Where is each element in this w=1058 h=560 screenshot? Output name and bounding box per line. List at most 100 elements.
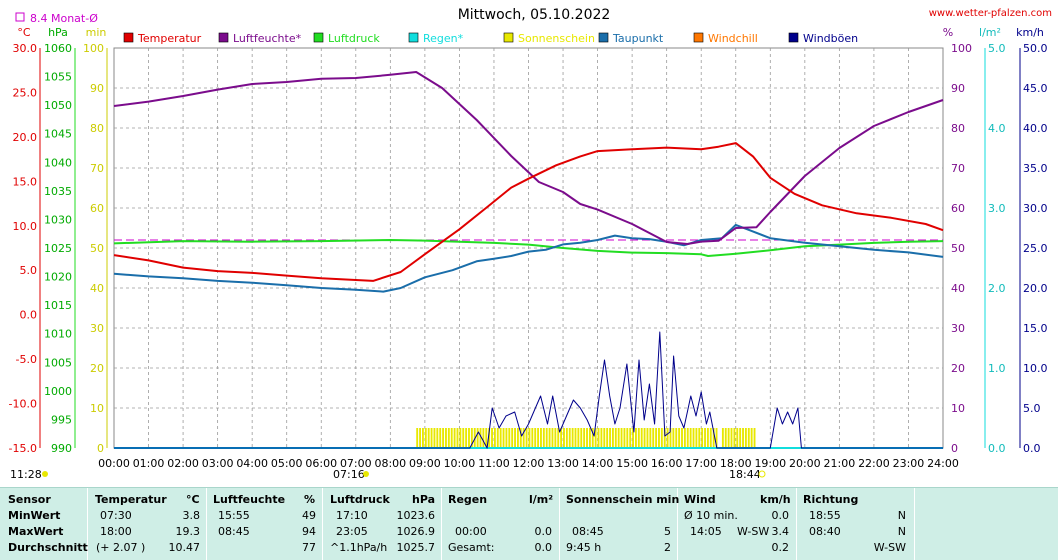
sunshine-bar (649, 428, 652, 448)
source-link[interactable]: www.wetter-pfalzen.com (929, 8, 1052, 19)
sunshine-bar (488, 428, 491, 448)
sunshine-bar (678, 428, 681, 448)
series-line-taupunkt (113, 223, 944, 293)
sunshine-bar (557, 428, 560, 448)
tick-wind: 5.0 (1023, 402, 1041, 415)
sunshine-bar (499, 428, 502, 448)
sunshine-bar (508, 428, 511, 448)
tick-minutes: 40 (90, 282, 104, 295)
tick-pressure: 1055 (44, 71, 72, 84)
sunshine-bar (421, 428, 424, 448)
tick-temp: -15.0 (9, 442, 37, 455)
sunshine-bar (753, 428, 756, 448)
tick-wind: 25.0 (1023, 242, 1048, 255)
max-richt-time: 08:40 (809, 525, 841, 538)
tick-rain: 5.0 (988, 42, 1006, 55)
sunshine-bar (686, 428, 689, 448)
tick-minutes: 90 (90, 82, 104, 95)
tick-minutes: 80 (90, 122, 104, 135)
sunshine-bar (445, 428, 447, 448)
tick-pressure: 1045 (44, 128, 72, 141)
sunshine-bar (496, 428, 499, 448)
tick-minutes: 70 (90, 162, 104, 175)
max-lf-time: 08:45 (218, 525, 250, 538)
sunshine-bar (640, 428, 643, 448)
legend-label-0: Temperatur (137, 32, 202, 45)
tick-temp: -10.0 (9, 398, 37, 411)
sunshine-bar (453, 428, 456, 448)
series-line-luftfeuchte (113, 71, 944, 245)
min-label: MinWert (8, 509, 61, 522)
sunshine-bar (655, 428, 658, 448)
tick-wind: 30.0 (1023, 202, 1048, 215)
min-temp-time: 07:30 (100, 509, 132, 522)
axis-unit-minutes: min (86, 26, 107, 39)
tick-time: 07:00 (340, 457, 372, 470)
max-wind-val: 3.4 (771, 525, 790, 538)
tick-humidity: 0 (951, 442, 958, 455)
sunshine-bar (491, 428, 493, 448)
month-avg-marker-icon (15, 12, 25, 22)
sunshine-bar (565, 428, 568, 448)
tick-minutes: 60 (90, 202, 104, 215)
sunshine-bar (427, 428, 430, 448)
hdr-sensor: Sensor (8, 493, 51, 506)
hdr-sonnenschein: Sonnenschein min (566, 493, 680, 506)
tick-time: 17:00 (685, 457, 717, 470)
tick-time: 05:00 (271, 457, 303, 470)
tick-temp: 5.0 (20, 264, 38, 277)
tick-rain: 4.0 (988, 122, 1006, 135)
tick-humidity: 40 (951, 282, 965, 295)
stats-avg-row: Durchschnitt (+ 2.07 ) 10.47 77 ^1.1hPa/… (0, 541, 1058, 557)
legend-label-2: Luftdruck (328, 32, 380, 45)
sunshine-bar (542, 428, 545, 448)
avg-richt-val: W-SW (873, 541, 906, 554)
avg-wind-val: 0.2 (771, 541, 790, 554)
tick-pressure: 1020 (44, 271, 72, 284)
legend-swatch-7 (788, 32, 799, 43)
sunshine-bar (597, 428, 600, 448)
sunshine-bar (609, 428, 611, 448)
sunshine-bar (683, 428, 686, 448)
min-richt-time: 18:55 (809, 509, 841, 522)
sunshine-bar (692, 428, 695, 448)
sunshine-bar (736, 428, 739, 448)
max-ld-val: 1026.9 (396, 525, 436, 538)
sunshine-bar (502, 428, 505, 448)
tick-time: 20:00 (789, 457, 821, 470)
grid (113, 47, 944, 449)
sunshine-bar (540, 428, 542, 448)
tick-time: 08:00 (374, 457, 406, 470)
weather-chart: Mittwoch, 05.10.2022 www.wetter-pfalzen.… (8, 7, 1052, 481)
tick-pressure: 1010 (44, 328, 72, 341)
tick-time: 23:00 (893, 457, 925, 470)
chart-title: Mittwoch, 05.10.2022 (458, 7, 611, 23)
sunshine-bar (747, 428, 750, 448)
sunshine-bar (626, 428, 629, 448)
hdr-wind: Wind (684, 493, 716, 506)
tick-temp: 30.0 (13, 42, 38, 55)
sunshine-bar (416, 428, 419, 448)
tick-humidity: 70 (951, 162, 965, 175)
sunshine-bar (574, 428, 577, 448)
legend-label-5: Taupunkt (612, 32, 664, 45)
series-lines (113, 71, 944, 449)
tick-minutes: 20 (90, 362, 104, 375)
sunshine-bar (436, 428, 439, 448)
sunshine-bar (704, 428, 706, 448)
sunshine-bar (712, 428, 715, 448)
max-wind-dir: W-SW (737, 525, 770, 538)
hdr-ld-unit: hPa (412, 493, 436, 506)
avg-lf-val: 77 (302, 541, 316, 554)
max-label: MaxWert (8, 525, 64, 538)
sunshine-bar (623, 428, 626, 448)
sunshine-bar (519, 428, 522, 448)
avg-ld-val: 1025.7 (396, 541, 436, 554)
sunshine-bar (614, 428, 617, 448)
tick-time: 15:00 (616, 457, 648, 470)
moonrise-label: 11:28 (10, 468, 42, 481)
sunshine-bar (424, 428, 427, 448)
legend-swatch-5 (598, 32, 609, 43)
sunshine-bar (715, 428, 718, 448)
sunshine-bar (672, 428, 675, 448)
